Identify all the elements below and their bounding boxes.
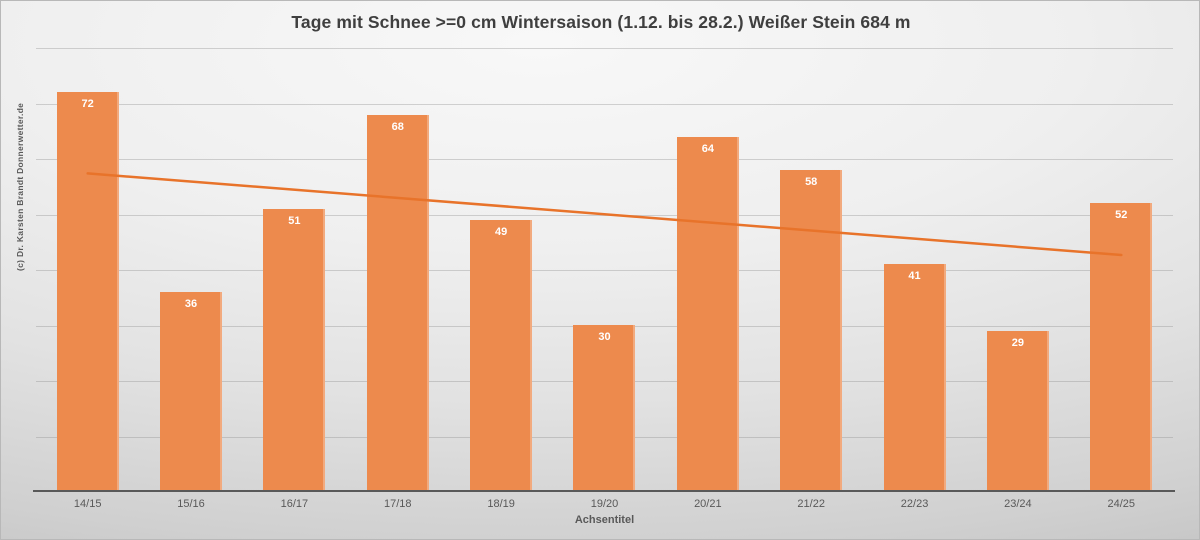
bar-cell-21/22: 58 — [760, 48, 863, 492]
bar-22/23: 41 — [883, 264, 946, 492]
bar-cell-22/23: 41 — [863, 48, 966, 492]
bar-value-label: 41 — [908, 270, 921, 282]
x-tick-label: 22/23 — [900, 498, 929, 510]
bar-cell-23/24: 29 — [966, 48, 1069, 492]
chart-title: Tage mit Schnee >=0 cm Wintersaison (1.1… — [291, 12, 911, 32]
plot-area: 72 36 51 68 49 30 64 58 41 29 52 — [36, 48, 1173, 492]
bar-series: 72 36 51 68 49 30 64 58 41 29 52 — [36, 48, 1173, 492]
bar-value-label: 64 — [701, 143, 714, 155]
gridline — [36, 159, 1173, 160]
x-tick-label: 20/21 — [694, 498, 722, 510]
x-tick-label: 14/15 — [73, 498, 102, 510]
bar-value-label: 72 — [81, 98, 94, 110]
bar-cell-24/25: 52 — [1070, 48, 1173, 492]
x-tick-label: 19/20 — [590, 498, 619, 510]
gridline — [36, 48, 1173, 49]
bar-21/22: 58 — [780, 170, 843, 492]
bar-18/19: 49 — [470, 220, 533, 492]
bar-cell-14/15: 72 — [36, 48, 139, 492]
bar-cell-17/18: 68 — [346, 48, 449, 492]
x-tick-label: 24/25 — [1107, 498, 1136, 510]
bar-14/15: 72 — [56, 92, 119, 492]
x-tick-label: 18/19 — [487, 498, 515, 510]
bar-15/16: 36 — [160, 292, 223, 492]
bar-value-label: 58 — [805, 176, 818, 188]
x-tick-label: 15/16 — [177, 498, 205, 510]
bar-16/17: 51 — [263, 209, 326, 492]
bar-cell-15/16: 36 — [139, 48, 242, 492]
bar-cell-18/19: 49 — [449, 48, 552, 492]
bar-value-label: 51 — [288, 215, 301, 227]
x-axis-labels: 14/15 15/16 16/17 17/18 18/19 19/20 20/21 21/22… — [36, 498, 1173, 510]
copyright-watermark: (c) Dr. Karsten Brandt Donnerwetter.de — [15, 102, 25, 271]
bar-value-label: 36 — [184, 298, 198, 310]
gridline — [36, 103, 1173, 105]
bar-20/21: 64 — [676, 137, 739, 492]
x-tick-label: 16/17 — [280, 498, 309, 510]
x-axis-line — [33, 490, 1175, 492]
bar-cell-20/21: 64 — [656, 48, 759, 492]
bar-23/24: 29 — [986, 331, 1049, 492]
x-tick-label: 21/22 — [797, 498, 825, 510]
bar-value-label: 52 — [1115, 209, 1128, 221]
bar-24/25: 52 — [1090, 203, 1153, 492]
gridline — [36, 270, 1173, 271]
bar-cell-16/17: 51 — [243, 48, 346, 492]
bar-value-label: 29 — [1011, 337, 1025, 349]
x-tick-label: 23/24 — [1004, 498, 1032, 510]
bar-value-label: 68 — [391, 121, 404, 133]
x-axis-title: Achsentitel — [574, 514, 635, 526]
bar-17/18: 68 — [366, 115, 429, 492]
bar-19/20: 30 — [573, 325, 636, 492]
x-tick-label: 17/18 — [383, 498, 412, 510]
bar-value-label: 30 — [598, 331, 611, 343]
bar-cell-19/20: 30 — [553, 48, 656, 492]
bar-value-label: 49 — [494, 226, 508, 238]
